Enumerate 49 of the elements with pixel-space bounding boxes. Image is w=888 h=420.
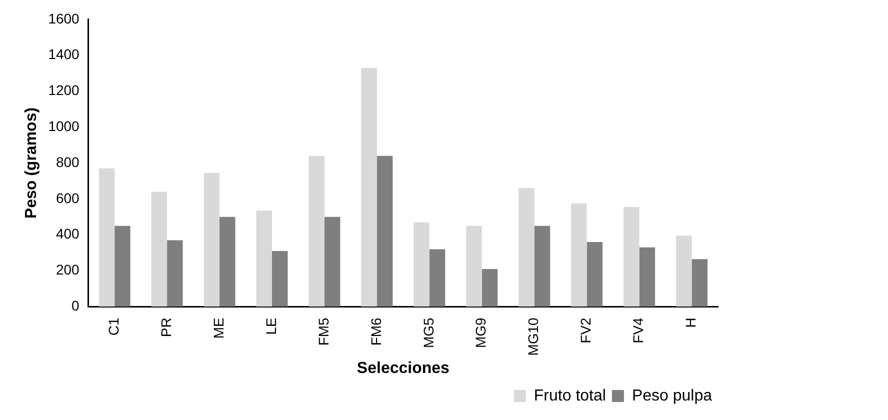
x-tick-label: FM5 — [315, 317, 332, 346]
x-tick-label: MG10 — [525, 317, 542, 356]
y-tick-label: 1200 — [48, 82, 80, 98]
x-tick-label: FM6 — [368, 317, 384, 346]
bar — [272, 251, 288, 307]
bar — [98, 168, 115, 307]
y-tick-label: 1400 — [48, 46, 80, 62]
bar — [482, 268, 498, 307]
x-tick-label: FV4 — [630, 317, 646, 344]
x-tick-label: PR — [158, 318, 174, 338]
x-tick-label: ME — [210, 318, 226, 339]
bar — [151, 192, 168, 307]
bar — [676, 236, 692, 307]
bar — [429, 249, 446, 307]
y-tick-label: 600 — [56, 190, 80, 206]
bar — [586, 242, 603, 307]
y-tick-label: 400 — [56, 226, 80, 242]
x-tick-label: MG5 — [420, 317, 436, 348]
x-axis-title: Selecciones — [356, 360, 450, 377]
bar — [639, 247, 656, 307]
y-axis-title: Peso (gramos) — [23, 107, 40, 219]
bar — [692, 259, 708, 307]
bar — [571, 203, 587, 307]
bar — [204, 172, 220, 307]
bar — [324, 216, 340, 307]
bar — [167, 240, 183, 307]
x-tick-label: H — [682, 318, 699, 328]
bar — [114, 226, 130, 307]
legend-label: Peso pulpa — [632, 387, 712, 404]
y-tick-label: 1000 — [48, 118, 80, 134]
bar — [414, 222, 430, 307]
y-tick-label: 1600 — [48, 10, 80, 26]
bar — [518, 188, 534, 307]
bar — [256, 210, 272, 307]
legend-label: Fruto total — [534, 387, 606, 404]
bar — [376, 156, 393, 307]
x-tick-label: MG9 — [472, 317, 489, 348]
x-tick-label: LE — [262, 318, 279, 335]
y-tick-label: 200 — [56, 262, 80, 278]
x-tick-label: C1 — [105, 317, 122, 336]
y-tick-label: 800 — [56, 154, 80, 170]
y-tick-label: 0 — [72, 298, 80, 314]
bar — [624, 207, 640, 307]
bar — [466, 226, 482, 307]
bar — [308, 156, 324, 307]
bar — [361, 68, 377, 307]
x-tick-label: FV2 — [578, 317, 594, 344]
bar — [220, 216, 236, 307]
bar — [534, 226, 550, 307]
